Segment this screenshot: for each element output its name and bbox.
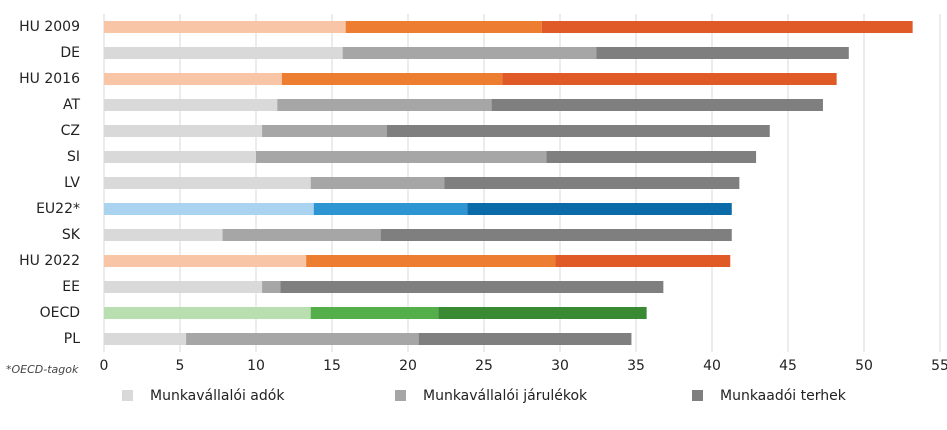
x-tick-label: 10: [247, 358, 265, 374]
y-tick-label: SK: [62, 227, 81, 243]
y-tick-label: AT: [63, 97, 80, 113]
bar-segment: [306, 255, 556, 267]
y-tick-label: HU 2016: [19, 71, 80, 87]
bar-segment: [262, 281, 281, 293]
bar-segment: [104, 307, 311, 319]
bar-segment: [313, 203, 468, 215]
bar-segment: [438, 307, 647, 319]
x-tick-label: 30: [551, 358, 569, 374]
bar-segment: [491, 99, 823, 111]
x-tick-label: 20: [399, 358, 417, 374]
bar-segment: [555, 255, 731, 267]
y-tick-label: PL: [64, 331, 80, 347]
bar-segment: [186, 333, 419, 345]
y-tick-label: OECD: [40, 305, 80, 321]
bar-segment: [104, 151, 256, 163]
x-tick-label: 5: [176, 358, 185, 374]
y-tick-label: HU 2009: [19, 19, 80, 35]
x-tick-label: 15: [323, 358, 341, 374]
bar-segment: [596, 47, 849, 59]
legend-label: Munkaadói terhek: [720, 388, 847, 404]
bar-segment: [104, 333, 187, 345]
legend-swatch: [122, 390, 133, 401]
legend-label: Munkavállalói adók: [150, 388, 285, 404]
bar-segment: [342, 47, 597, 59]
bar-segment: [104, 177, 311, 189]
footnote: *OECD-tagok: [6, 363, 79, 376]
y-tick-label: SI: [67, 149, 80, 165]
bar-segment: [104, 21, 346, 33]
bar-segment: [418, 333, 632, 345]
x-tick-label: 40: [703, 358, 721, 374]
bar-segment: [280, 281, 664, 293]
bar-segment: [386, 125, 770, 137]
bar-segment: [310, 307, 439, 319]
bar-segment: [277, 99, 492, 111]
bar-segment: [104, 281, 263, 293]
bar-segment: [541, 21, 913, 33]
legend-label: Munkavállalói járulékok: [423, 388, 588, 404]
bar-segment: [380, 229, 732, 241]
y-tick-label: CZ: [61, 123, 80, 139]
x-tick-label: 25: [475, 358, 493, 374]
bar-segment: [502, 73, 837, 85]
bar-segment: [444, 177, 740, 189]
bar-segment: [104, 47, 343, 59]
bar-segment: [281, 73, 503, 85]
bar-segment: [256, 151, 547, 163]
bar-segment: [104, 125, 263, 137]
x-tick-label: 45: [779, 358, 797, 374]
y-tick-label: EE: [62, 279, 80, 295]
x-tick-label: 50: [855, 358, 873, 374]
y-tick-label: DE: [60, 45, 80, 61]
legend-swatch: [395, 390, 406, 401]
bar-segment: [310, 177, 445, 189]
bar-segment: [104, 255, 307, 267]
bar-segment: [262, 125, 387, 137]
bar-segment: [345, 21, 542, 33]
bar-segment: [222, 229, 381, 241]
bar-segment: [467, 203, 732, 215]
x-tick-label: 55: [931, 358, 947, 374]
bar-segment: [104, 99, 278, 111]
y-tick-label: EU22*: [36, 201, 80, 217]
x-tick-label: 0: [100, 358, 109, 374]
bar-segment: [546, 151, 757, 163]
bar-segment: [104, 229, 223, 241]
x-tick-label: 35: [627, 358, 645, 374]
bar-segment: [104, 203, 314, 215]
bar-segment: [104, 73, 282, 85]
y-tick-label: HU 2022: [19, 253, 80, 269]
legend-swatch: [692, 390, 703, 401]
y-tick-label: LV: [64, 175, 80, 191]
